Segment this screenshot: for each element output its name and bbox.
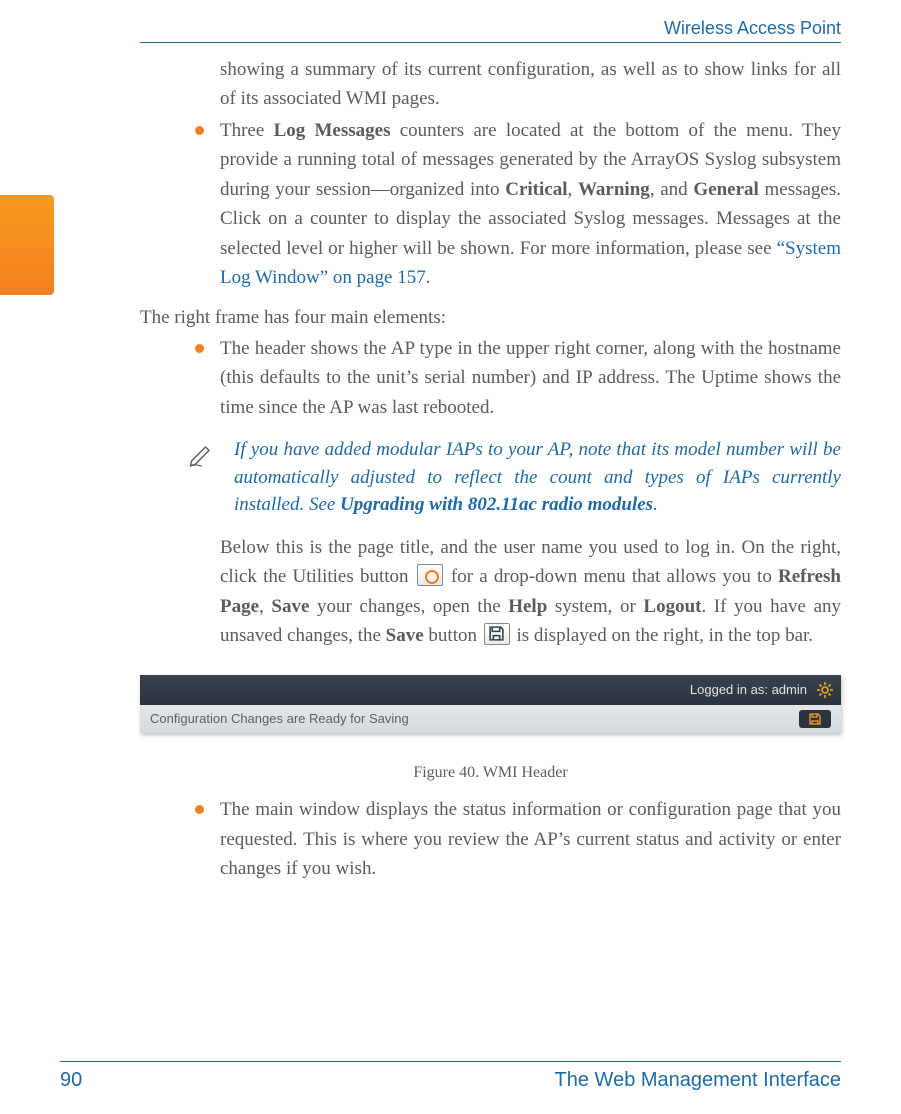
text: .: [426, 267, 431, 288]
text-bold: Upgrading with 802.11ac radio modules: [340, 494, 653, 515]
text: ,: [568, 179, 578, 200]
status-text: Configuration Changes are Ready for Savi…: [150, 709, 409, 729]
bullet-header-desc: The header shows the AP type in the uppe…: [140, 334, 841, 422]
text: ,: [259, 596, 271, 617]
utilities-paragraph: Below this is the page title, and the us…: [140, 533, 841, 651]
note-block: If you have added modular IAPs to your A…: [188, 436, 841, 519]
figure-wmi-header: Logged in as: admin Configuration Change…: [140, 675, 841, 733]
right-frame-intro: The right frame has four main elements:: [140, 303, 841, 332]
figure-status-bar: Configuration Changes are Ready for Savi…: [140, 705, 841, 733]
text: Three: [220, 120, 274, 141]
logged-in-text: Logged in as: admin: [690, 680, 807, 700]
intro-paragraph: showing a summary of its current configu…: [140, 55, 841, 114]
text: your changes, open the: [309, 596, 508, 617]
figure-top-bar: Logged in as: admin: [140, 675, 841, 705]
utilities-icon: [417, 564, 443, 586]
side-tab: [0, 195, 54, 295]
text: for a drop-down menu that allows you to: [451, 566, 778, 587]
text: .: [653, 494, 658, 515]
text-bold: Critical: [505, 179, 567, 200]
text-bold: Logout: [643, 596, 701, 617]
text-bold: General: [693, 179, 758, 200]
figure-caption: Figure 40. WMI Header: [140, 761, 841, 786]
bottom-rule: [60, 1061, 841, 1062]
bullet-log-messages: Three Log Messages counters are located …: [140, 116, 841, 293]
text-bold: Save: [386, 625, 424, 646]
text-bold: Save: [271, 596, 309, 617]
text-bold: Help: [508, 596, 547, 617]
text-bold: Log Messages: [274, 120, 391, 141]
note-text: If you have added modular IAPs to your A…: [234, 436, 841, 519]
text-bold: Warning: [578, 179, 650, 200]
text: button: [424, 625, 482, 646]
pencil-icon: [188, 440, 216, 468]
running-head: Wireless Access Point: [664, 18, 841, 39]
top-rule: [140, 42, 841, 43]
save-icon: [484, 623, 510, 645]
text: is displayed on the right, in the top ba…: [516, 625, 813, 646]
gear-icon[interactable]: [817, 682, 833, 698]
content-area: showing a summary of its current configu…: [140, 55, 841, 1044]
text: system, or: [547, 596, 643, 617]
save-button[interactable]: [799, 710, 831, 728]
page-number: 90: [60, 1069, 82, 1092]
text: , and: [650, 179, 694, 200]
bullet-main-window: The main window displays the status info…: [140, 795, 841, 883]
footer-section: The Web Management Interface: [555, 1069, 841, 1092]
